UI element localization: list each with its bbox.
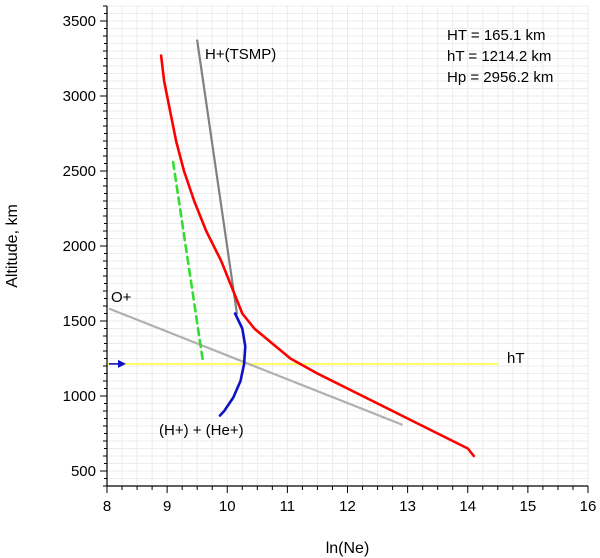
y-tick-label: 2000 bbox=[63, 238, 96, 255]
series-o_plus bbox=[108, 307, 403, 426]
y-tick-label: 1000 bbox=[63, 388, 96, 405]
plot-series bbox=[106, 39, 499, 458]
y-tick-label: 3000 bbox=[63, 88, 96, 105]
series-dashed bbox=[171, 160, 205, 365]
x-tick-label: 9 bbox=[163, 498, 171, 515]
x-tick-label: 13 bbox=[399, 498, 416, 515]
x-tick-label: 16 bbox=[580, 498, 597, 515]
info-HT: HT = 165.1 km bbox=[447, 27, 546, 44]
grid bbox=[106, 5, 589, 487]
hT-arrow-head bbox=[118, 359, 126, 368]
x-tick-label: 8 bbox=[103, 498, 111, 515]
series-h_tsmp bbox=[196, 39, 238, 315]
x-tick-label: 12 bbox=[339, 498, 356, 515]
y-tick-label: 500 bbox=[71, 463, 96, 480]
x-tick-label: 14 bbox=[459, 498, 476, 515]
labels: ln(Ne) Altitude, km H+(TSMP) O+ (H+) + (… bbox=[4, 27, 553, 557]
x-tick-label: 11 bbox=[280, 498, 296, 515]
x-tick-label: 10 bbox=[219, 498, 236, 515]
x-axis-title: ln(Ne) bbox=[326, 540, 370, 557]
hT-arrow bbox=[109, 359, 126, 368]
info-hT: hT = 1214.2 km bbox=[447, 48, 551, 65]
label-hT: hT bbox=[507, 350, 525, 367]
label-h-tsmp: H+(TSMP) bbox=[205, 46, 276, 63]
ticks: 8 9 10 11 12 13 14 15 16 500 1000 1500 2000 2500 3000 3… bbox=[63, 5, 597, 515]
y-tick-label: 2500 bbox=[63, 163, 96, 180]
label-h-he: (H+) + (He+) bbox=[159, 422, 244, 439]
info-Hp: Hp = 2956.2 km bbox=[447, 69, 553, 86]
y-axis-title: Altitude, km bbox=[4, 204, 21, 288]
series-h_he bbox=[218, 312, 247, 417]
y-tick-label: 1500 bbox=[63, 313, 96, 330]
y-tick-label: 3500 bbox=[63, 13, 96, 30]
series-ne_profile bbox=[159, 54, 476, 458]
x-tick-label: 15 bbox=[520, 498, 537, 515]
label-o-plus: O+ bbox=[111, 289, 132, 306]
